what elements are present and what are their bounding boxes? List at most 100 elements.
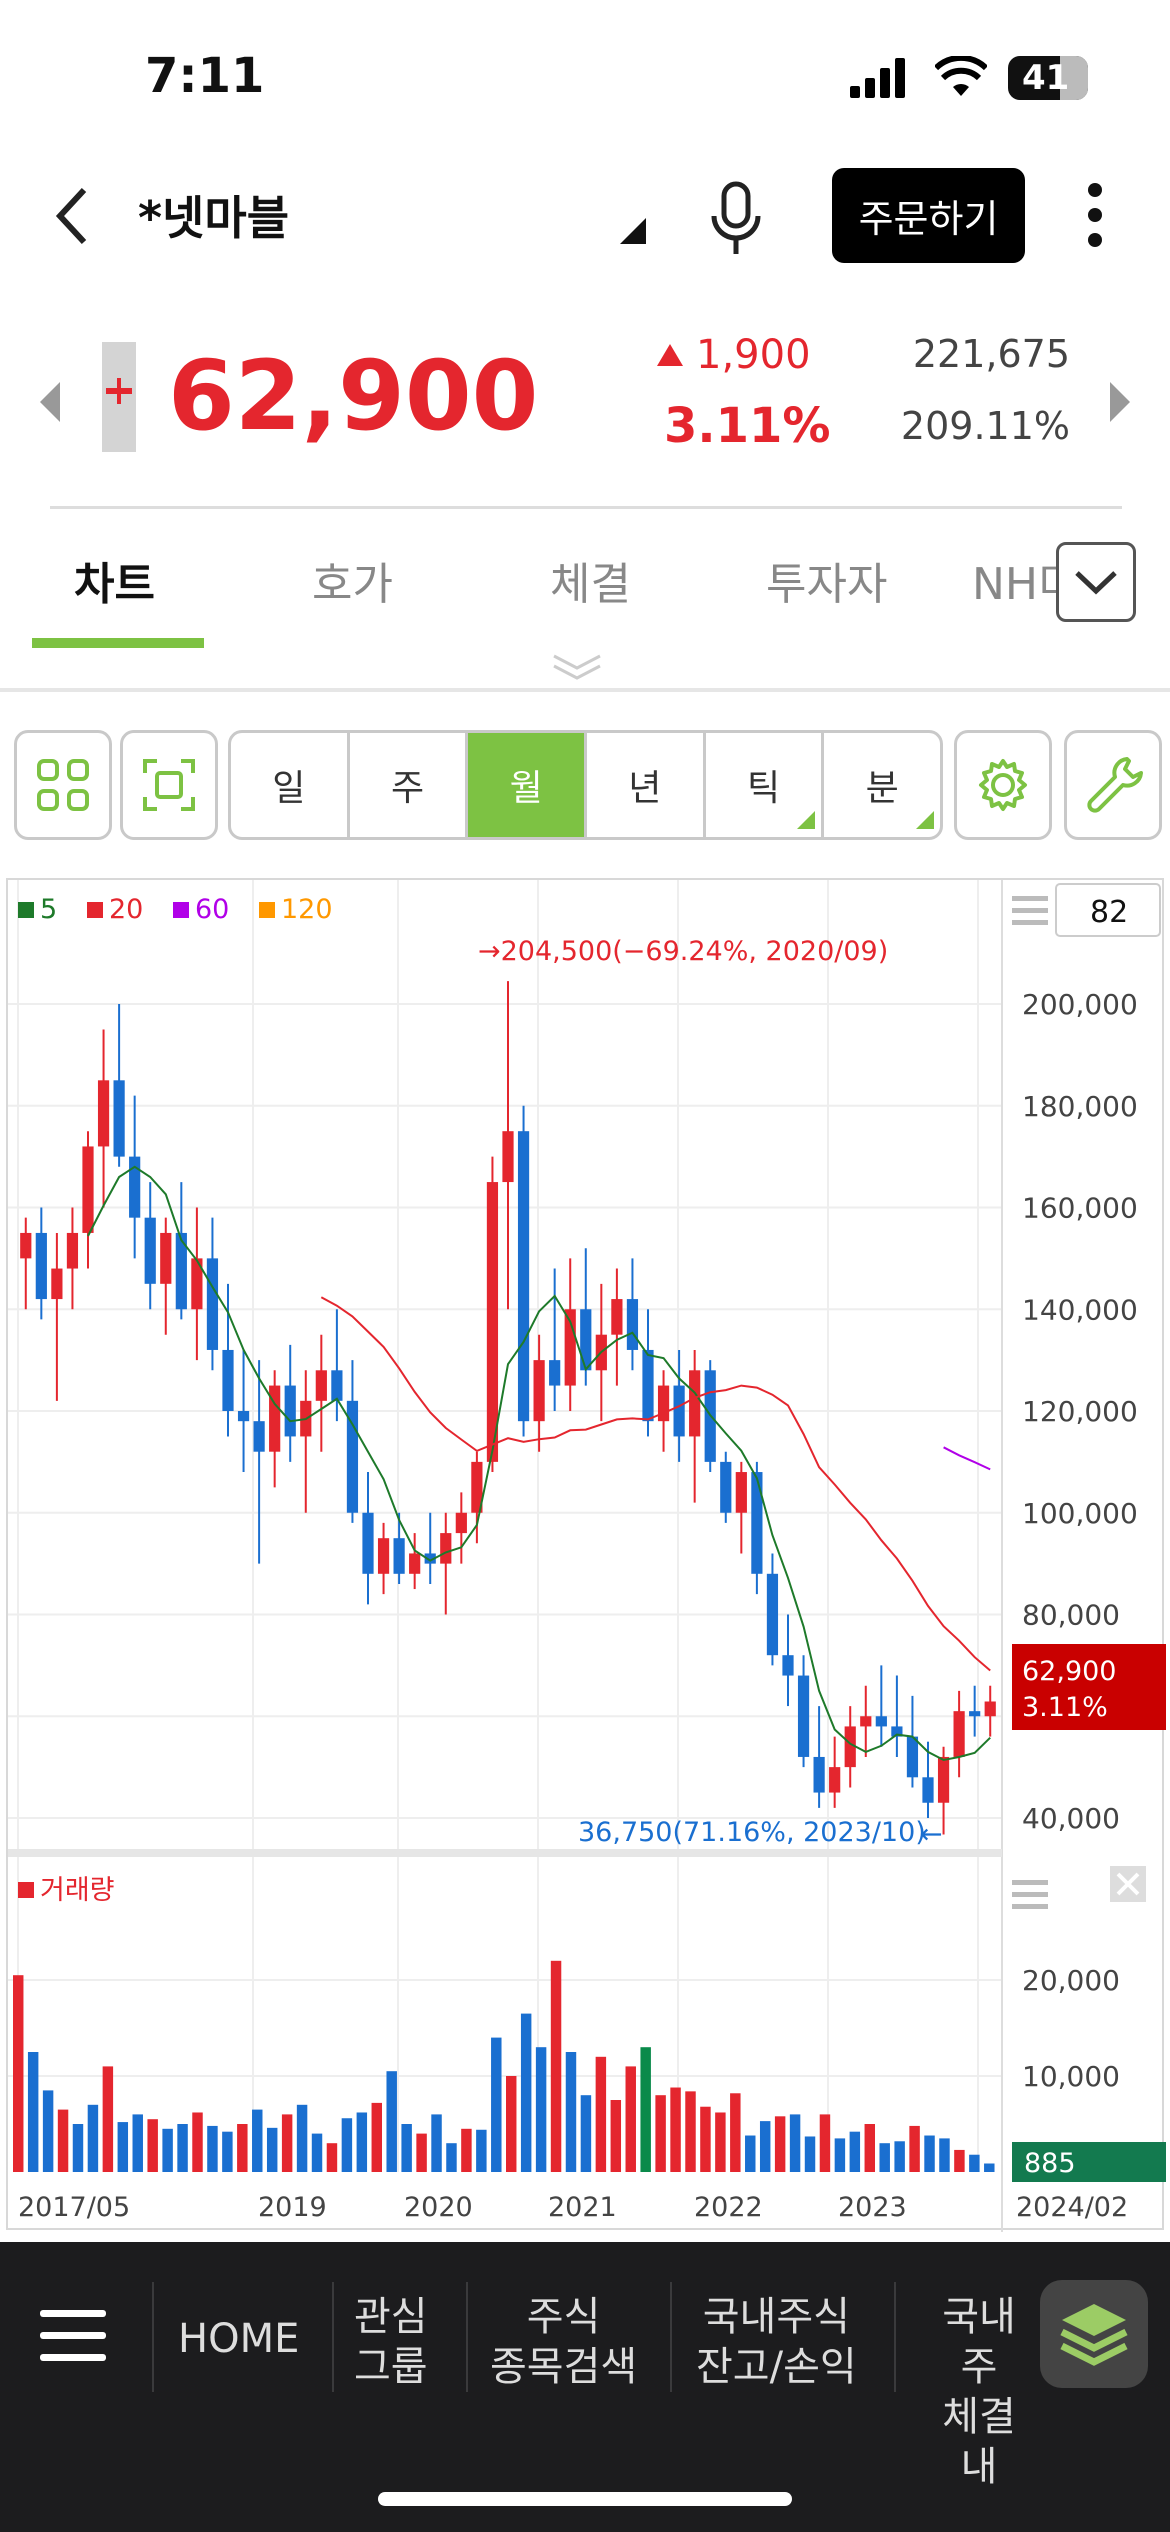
candle-body (237, 1411, 250, 1422)
tab-investors[interactable]: 투자자 (766, 559, 888, 610)
candle-body (580, 1309, 592, 1371)
volume-bar (715, 2112, 726, 2172)
price-axis-label: 140,000 (1022, 1293, 1138, 1326)
bottom-navigation: HOME 관심 그룹 주식 종목검색 국내주식 잔고/손익 국내주 체결내 (0, 2242, 1170, 2532)
candle-body (906, 1736, 919, 1778)
current-price-tag-percent: 3.11% (1022, 1692, 1108, 1723)
dropdown-triangle-icon[interactable] (618, 216, 648, 246)
volume-bar (655, 2095, 666, 2172)
candle-body (782, 1655, 794, 1676)
candle-body (331, 1370, 343, 1401)
stock-name[interactable]: *넷마블 (138, 191, 290, 245)
candle-body (455, 1512, 467, 1534)
volume-bar (789, 2114, 801, 2172)
volume-bar (924, 2135, 935, 2172)
volume-bar (730, 2093, 741, 2172)
volume-bar (610, 2100, 622, 2172)
candle-body (222, 1349, 234, 1411)
mini-candle-icon (102, 342, 136, 452)
candle-body (533, 1360, 545, 1422)
high-annotation: →204,500(−69.24%, 2020/09) (478, 936, 888, 967)
chart-canvas[interactable]: 5 20 60 120 거래량 →204,500(−69.24%, 2020/09) 36,… (8, 880, 1166, 2232)
layers-button[interactable] (1040, 2280, 1148, 2388)
volume-bar (969, 2154, 980, 2172)
moving-average-line-60 (943, 1446, 991, 1471)
next-stock-arrow-icon[interactable] (1108, 380, 1132, 424)
candle-body (766, 1573, 779, 1656)
volume-bar (506, 2076, 517, 2172)
period-tick-label: 틱 (746, 768, 781, 809)
price-axis-label: 80,000 (1022, 1599, 1120, 1632)
volume-menu-icon (1012, 1904, 1048, 1909)
period-week[interactable]: 주 (350, 733, 469, 837)
nav-stock-search[interactable]: 주식 종목검색 (490, 2294, 638, 2390)
candle-body (471, 1461, 483, 1513)
chart-area[interactable]: 5 20 60 120 거래량 →204,500(−69.24%, 2020/09) 36,… (6, 878, 1166, 2232)
tabs-dropdown-button[interactable] (1056, 542, 1136, 622)
layout-grid-button[interactable] (14, 730, 112, 840)
volume-bar (849, 2131, 861, 2172)
drawing-tools-button[interactable] (1064, 730, 1162, 840)
home-indicator (378, 2492, 792, 2506)
volume-legend-label: 거래량 (40, 1875, 115, 1906)
candle-body (860, 1716, 872, 1727)
collapse-handle-icon[interactable] (550, 652, 604, 682)
candle-body (206, 1258, 219, 1350)
price-axis-label: 160,000 (1022, 1192, 1138, 1225)
candle-body (673, 1385, 685, 1437)
volume-bar (356, 2112, 368, 2172)
candle-body (735, 1472, 747, 1513)
volume-tag-value: 885 (1024, 2148, 1076, 2179)
volume-bar (341, 2118, 353, 2172)
volume-bar (162, 2128, 173, 2172)
price-axis-label: 180,000 (1022, 1090, 1138, 1123)
candle-body (642, 1349, 654, 1422)
period-month[interactable]: 월 (468, 733, 588, 837)
volume-bar (222, 2131, 233, 2172)
candle-body (502, 1131, 514, 1183)
back-chevron-icon[interactable] (52, 186, 92, 246)
legend-swatch (87, 902, 103, 918)
period-year[interactable]: 년 (587, 733, 706, 837)
candle-body (144, 1217, 156, 1284)
more-options-icon[interactable] (1080, 180, 1110, 250)
period-minute[interactable]: 분 (824, 733, 940, 837)
period-day[interactable]: 일 (231, 733, 350, 837)
nav-balance[interactable]: 국내주식 잔고/손익 (696, 2294, 857, 2390)
chart-settings-button[interactable] (954, 730, 1052, 840)
candle-body (751, 1472, 763, 1574)
microphone-icon[interactable] (706, 180, 766, 260)
candle-body (35, 1232, 47, 1300)
tab-trades[interactable]: 체결 (550, 559, 631, 610)
volume-bar (401, 2124, 412, 2172)
tab-nh[interactable]: NH미 (972, 559, 1056, 610)
candle-body (953, 1711, 965, 1757)
chart-menu-icon (1012, 908, 1048, 913)
fullscreen-button[interactable] (120, 730, 218, 840)
volume-bar (535, 2047, 547, 2172)
current-price-tag (1012, 1644, 1166, 1730)
legend-label-60: 60 (195, 894, 229, 925)
prev-stock-arrow-icon[interactable] (38, 380, 62, 424)
volume-bar (281, 2114, 293, 2172)
volume-menu-icon (1012, 1880, 1048, 1885)
period-tick[interactable]: 틱 (706, 733, 825, 837)
hamburger-menu-icon[interactable] (40, 2308, 110, 2364)
volume-bar (834, 2138, 846, 2172)
volume-bar (939, 2138, 950, 2172)
order-button[interactable]: 주문하기 (832, 168, 1025, 263)
nav-executions[interactable]: 국내주 체결내 (942, 2294, 1016, 2490)
candle-body (844, 1726, 856, 1768)
chart-menu-icon (1012, 896, 1048, 901)
candle-body (362, 1512, 374, 1574)
tab-chart[interactable]: 차트 (74, 559, 155, 610)
volume-bar (266, 2127, 278, 2172)
current-price: 62,900 (168, 340, 539, 452)
candle-body (440, 1533, 452, 1564)
price-axis-label: 100,000 (1022, 1497, 1138, 1530)
candle-body (813, 1756, 825, 1793)
tab-orderbook[interactable]: 호가 (312, 559, 393, 610)
legend-label-20: 20 (109, 894, 143, 925)
nav-watchlist[interactable]: 관심 그룹 (354, 2294, 428, 2390)
nav-home[interactable]: HOME (178, 2316, 300, 2362)
